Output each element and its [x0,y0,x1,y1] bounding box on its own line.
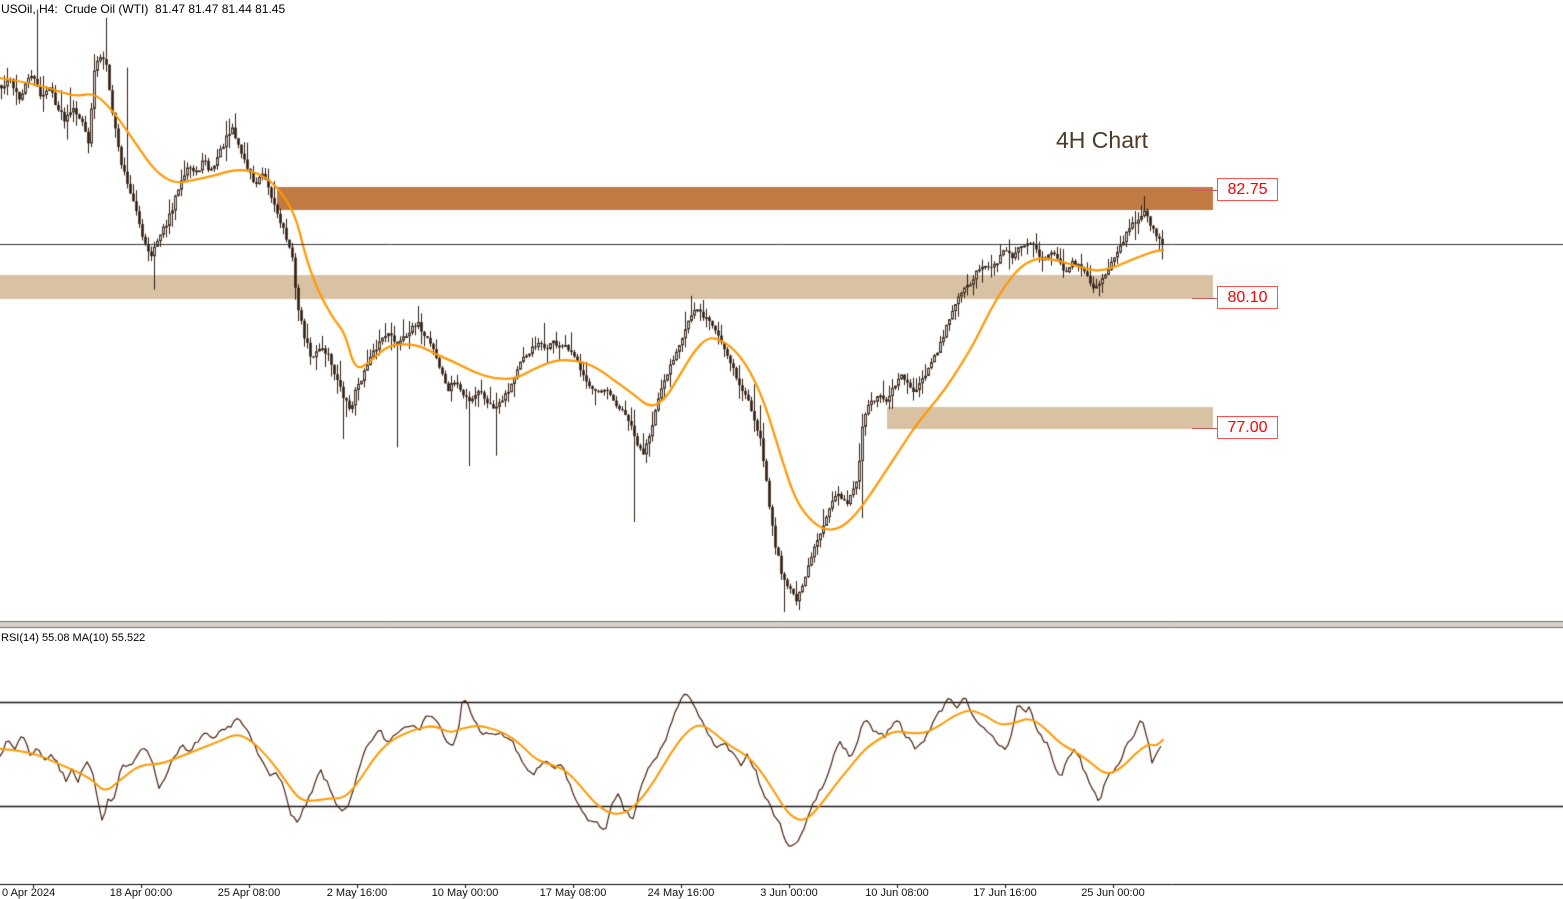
time-axis-label: 17 May 08:00 [539,887,607,899]
time-axis-label: 0 Apr 2024 [2,887,56,899]
time-axis-label: 25 Apr 08:00 [217,887,281,899]
price-label-tick [1192,298,1217,299]
price-level-label-82-75[interactable]: 82.75 [1217,178,1278,201]
price-label-tick [1192,428,1217,429]
timeframe-annotation: 4H Chart [1056,127,1149,153]
time-axis-label: 10 Jun 08:00 [865,887,929,899]
time-axis-label: 2 May 16:00 [326,887,388,899]
price-level-label-77-00[interactable]: 77.00 [1217,416,1278,439]
indicator-label: RSI(14) 55.08 MA(10) 55.522 [1,632,146,644]
symbol-title: USOil, H4: Crude Oil (WTI) 81.47 81.47 8… [1,2,286,16]
price-level-label-80-10[interactable]: 80.10 [1217,286,1278,309]
time-axis-label: 18 Apr 00:00 [109,887,173,899]
time-axis-label: 3 Jun 00:00 [760,887,818,899]
time-axis-label: 17 Jun 16:00 [973,887,1037,899]
time-axis-label: 25 Jun 00:00 [1081,887,1145,899]
time-axis-label: 10 May 00:00 [431,887,499,899]
time-axis-label: 24 May 16:00 [647,887,715,899]
price-label-tick [1192,190,1217,191]
